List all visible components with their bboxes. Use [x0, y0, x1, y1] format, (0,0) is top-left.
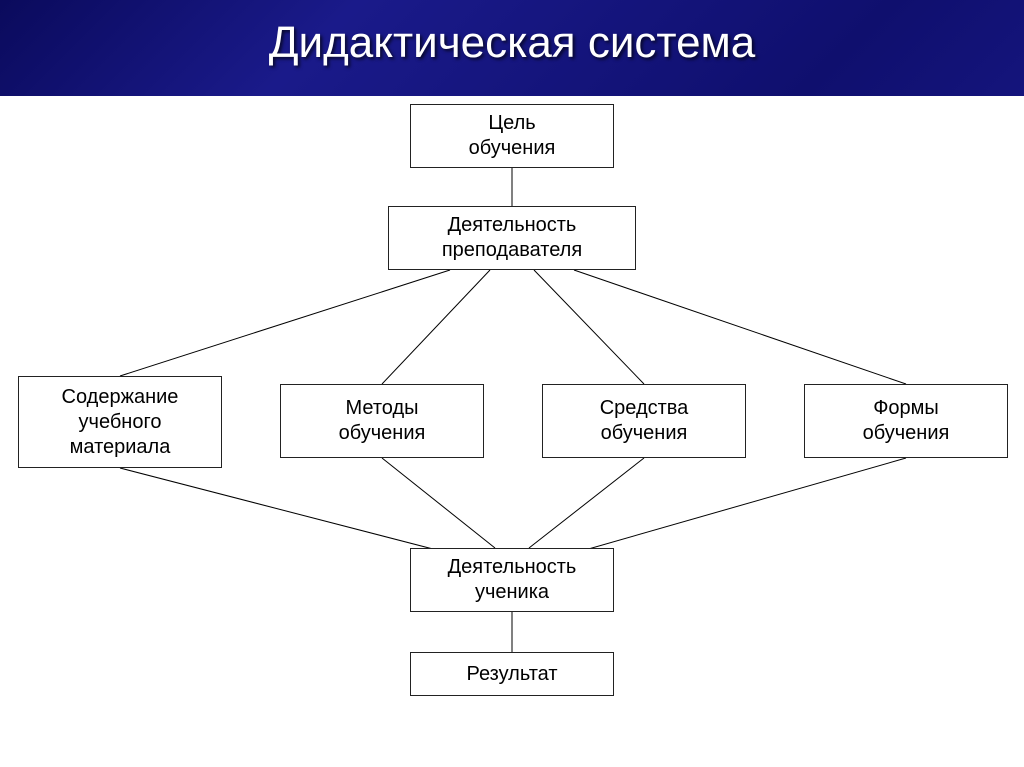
node-content: Содержаниеучебногоматериала: [18, 376, 222, 468]
node-goal-label: Цельобучения: [469, 111, 556, 161]
node-student-label: Деятельностьученика: [448, 555, 577, 605]
node-forms-label: Формыобучения: [863, 396, 950, 446]
node-teacher: Деятельностьпреподавателя: [388, 206, 636, 270]
node-means-label: Средстваобучения: [600, 396, 689, 446]
node-teacher-label: Деятельностьпреподавателя: [442, 213, 582, 263]
node-result: Результат: [410, 652, 614, 696]
slide-title: Дидактическая система: [0, 18, 1024, 68]
node-methods-label: Методыобучения: [339, 396, 426, 446]
slide: Дидактическая система Цельобучения Деяте…: [0, 0, 1024, 767]
node-methods: Методыобучения: [280, 384, 484, 458]
node-forms: Формыобучения: [804, 384, 1008, 458]
node-content-label: Содержаниеучебногоматериала: [62, 385, 179, 460]
diagram-area: Цельобучения Деятельностьпреподавателя С…: [0, 96, 1024, 767]
node-result-label: Результат: [467, 662, 558, 687]
node-student: Деятельностьученика: [410, 548, 614, 612]
node-goal: Цельобучения: [410, 104, 614, 168]
node-means: Средстваобучения: [542, 384, 746, 458]
